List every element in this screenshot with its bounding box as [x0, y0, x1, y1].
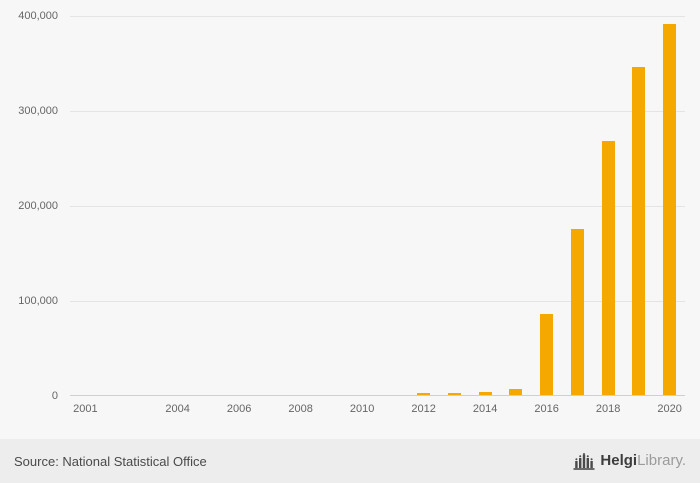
bar-2017: [570, 229, 584, 395]
bar-2016: [540, 314, 554, 395]
bar-2012: [417, 393, 431, 395]
y-tick-label: 0: [51, 390, 58, 402]
x-tick-label: 2008: [288, 403, 313, 415]
x-tick-label: 2006: [226, 403, 252, 415]
x-tick-label: 2014: [472, 403, 498, 415]
bar-2013: [447, 393, 461, 395]
x-tick-label: 2018: [595, 403, 621, 415]
bar-2020: [663, 24, 677, 395]
bar-2015: [509, 389, 523, 395]
brand-name: HelgiLibrary.: [600, 452, 686, 470]
gridline: [70, 16, 685, 17]
source-text: Source: National Statistical Office: [14, 453, 207, 469]
x-axis-line: [70, 395, 685, 396]
bar-2018: [601, 141, 615, 395]
x-tick-label: 2016: [534, 403, 559, 415]
y-tick-label: 100,000: [18, 295, 58, 307]
x-tick-label: 2001: [73, 403, 98, 415]
brand-logo: HelgiLibrary.: [573, 452, 686, 470]
x-tick-label: 2020: [657, 403, 682, 415]
helgi-logo-icon: [573, 452, 595, 470]
footer: Source: National Statistical Office: [0, 439, 700, 483]
y-tick-label: 200,000: [18, 200, 58, 212]
brand-name-helgi: Helgi: [600, 452, 638, 469]
gridline: [70, 206, 685, 207]
x-tick-label: 2004: [165, 403, 190, 415]
gridline: [70, 111, 685, 112]
bar-2014: [478, 392, 492, 395]
brand-name-library: Library.: [637, 452, 686, 469]
gridline: [70, 301, 685, 302]
x-tick-label: 2012: [411, 403, 436, 415]
bar-2019: [632, 67, 646, 395]
y-tick-label: 400,000: [18, 10, 58, 22]
y-tick-label: 300,000: [18, 105, 58, 117]
x-tick-label: 2010: [349, 403, 375, 415]
plot-area: [70, 16, 685, 396]
